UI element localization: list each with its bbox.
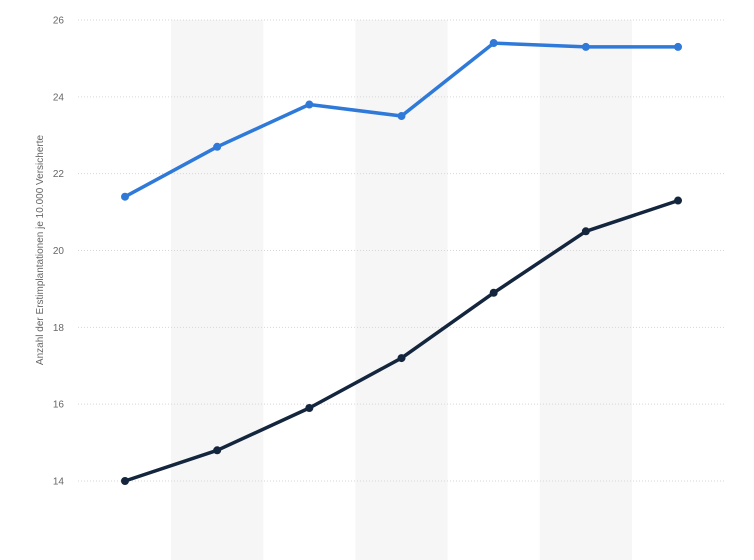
y-tick-label: 20 xyxy=(53,246,65,257)
y-tick-label: 26 xyxy=(53,16,65,27)
data-point[interactable] xyxy=(674,196,683,205)
data-point[interactable] xyxy=(121,192,129,201)
data-point[interactable] xyxy=(213,142,222,151)
y-axis-ticks: 14 16 18 20 22 24 26 xyxy=(53,16,65,488)
y-tick-label: 16 xyxy=(53,400,65,411)
background-band xyxy=(355,20,448,560)
background-bands xyxy=(171,20,632,560)
series-lines xyxy=(121,39,683,485)
series-2 xyxy=(121,196,683,485)
y-tick-label: 22 xyxy=(53,169,65,180)
data-point[interactable] xyxy=(305,100,314,109)
series-1 xyxy=(121,39,683,201)
data-point[interactable] xyxy=(305,404,314,413)
y-axis-title: Anzahl der Erstimplantationen je 10.000 … xyxy=(35,134,46,365)
y-tick-label: 24 xyxy=(53,92,65,103)
y-tick-label: 14 xyxy=(53,477,65,488)
data-point[interactable] xyxy=(581,227,590,236)
data-point[interactable] xyxy=(489,39,498,48)
data-point[interactable] xyxy=(674,42,683,51)
data-point[interactable] xyxy=(397,112,406,121)
data-point[interactable] xyxy=(489,288,498,297)
y-tick-label: 18 xyxy=(53,323,65,334)
background-band xyxy=(539,20,632,560)
background-band xyxy=(171,20,264,560)
data-point[interactable] xyxy=(121,477,129,485)
data-point[interactable] xyxy=(581,42,590,51)
data-point[interactable] xyxy=(213,446,222,455)
data-point[interactable] xyxy=(397,354,406,363)
